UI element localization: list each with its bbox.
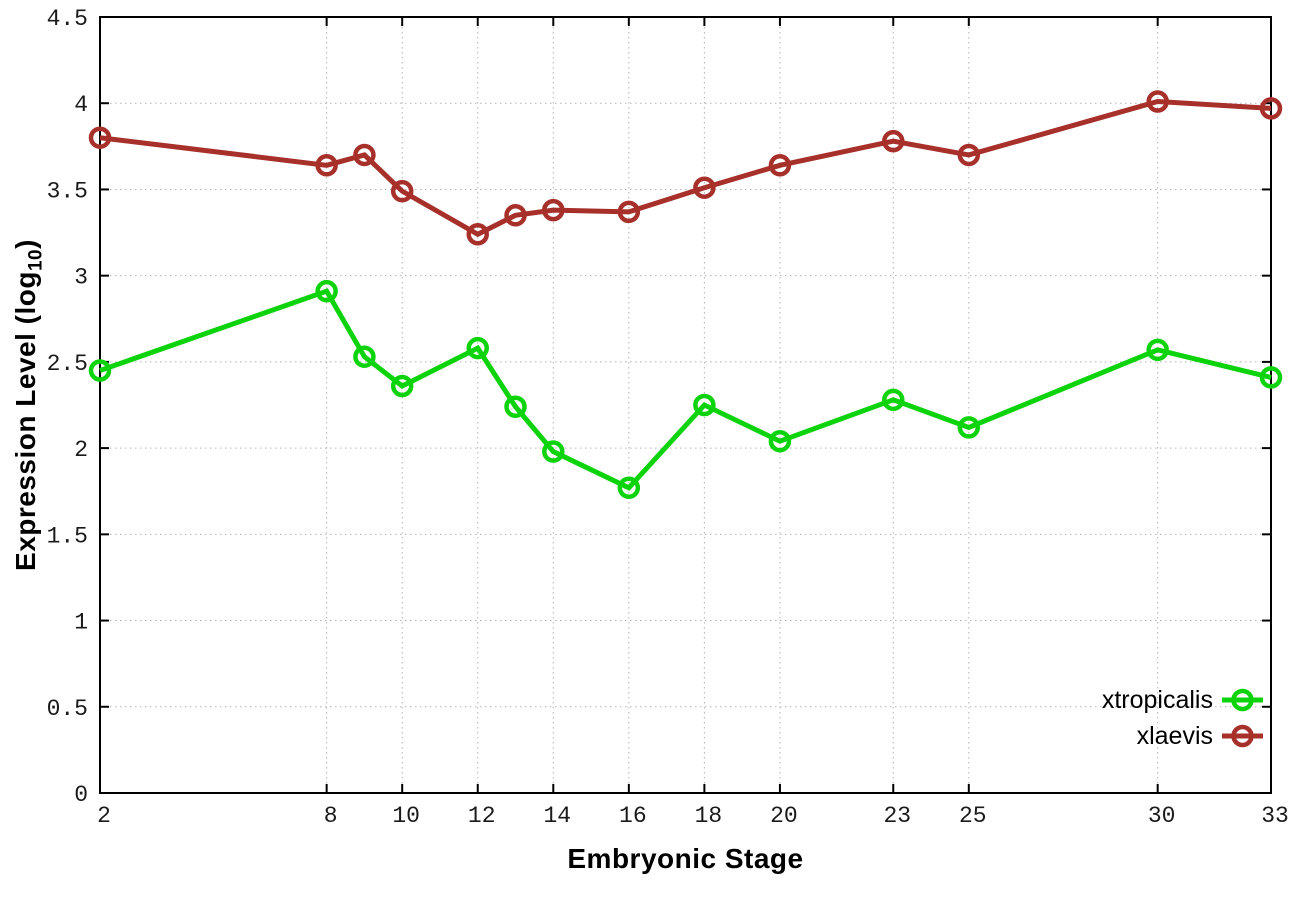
data-point-xtropicalis bbox=[693, 393, 716, 417]
data-point-xlaevis bbox=[88, 126, 112, 149]
legend-label-xlaevis: xlaevis bbox=[1137, 722, 1213, 750]
data-point-xlaevis bbox=[353, 143, 376, 167]
series-line-xlaevis bbox=[99, 98, 1272, 238]
data-point-xlaevis bbox=[957, 143, 981, 167]
legend-label-xtropicalis: xtropicalis bbox=[1102, 686, 1213, 714]
data-point-xtropicalis bbox=[1146, 338, 1169, 362]
x-tick-label: 12 bbox=[468, 803, 496, 829]
y-tick-label: 4.5 bbox=[47, 6, 88, 32]
data-point-xlaevis bbox=[390, 179, 414, 203]
series-line-xtropicalis bbox=[99, 288, 1272, 491]
x-tick-label: 14 bbox=[543, 803, 571, 829]
data-point-xtropicalis bbox=[957, 416, 981, 439]
y-tick-labels: 0 0.5 1 1.5 2 2.5 3 3.5 4 4.5 bbox=[47, 6, 88, 808]
y-tick-label: 1 bbox=[74, 610, 88, 636]
legend-sample-marker-xlaevis bbox=[1231, 724, 1254, 748]
data-point-xtropicalis bbox=[617, 476, 641, 500]
data-point-xlaevis bbox=[315, 154, 338, 177]
data-point-xtropicalis bbox=[504, 395, 527, 418]
data-point-xtropicalis bbox=[1259, 366, 1283, 389]
plot-border bbox=[99, 16, 1272, 794]
y-tick-label: 3 bbox=[74, 265, 88, 291]
y-tick-label: 3.5 bbox=[47, 178, 88, 204]
legend: xtropicalis xlaevis bbox=[1102, 686, 1263, 750]
x-tick-labels: 2 8 10 12 14 16 18 20 23 25 30 33 bbox=[97, 803, 1289, 829]
x-axis-title: Embryonic Stage bbox=[567, 843, 804, 874]
tick-marks bbox=[99, 16, 1272, 794]
y-tick-label: 2.5 bbox=[47, 351, 88, 377]
data-point-xlaevis bbox=[768, 154, 792, 177]
data-point-xlaevis bbox=[466, 223, 489, 246]
x-tick-label: 2 bbox=[97, 803, 111, 829]
x-tick-label: 16 bbox=[619, 803, 647, 829]
data-point-xtropicalis bbox=[315, 279, 338, 303]
data-point-xtropicalis bbox=[882, 388, 905, 412]
y-tick-label: 0 bbox=[74, 782, 88, 808]
data-point-xlaevis bbox=[693, 176, 716, 199]
legend-sample-marker-xtropicalis bbox=[1231, 688, 1254, 712]
y-tick-label: 1.5 bbox=[47, 523, 88, 549]
y-axis-title-close: ) bbox=[10, 239, 41, 249]
data-point-xtropicalis bbox=[88, 359, 112, 382]
data-point-xtropicalis bbox=[542, 440, 565, 463]
series-xlaevis bbox=[88, 90, 1283, 246]
data-point-xlaevis bbox=[1259, 97, 1283, 120]
data-point-xtropicalis bbox=[768, 429, 792, 453]
y-tick-label: 2 bbox=[74, 437, 88, 463]
y-axis-title-subscript: 10 bbox=[25, 248, 47, 272]
x-tick-label: 10 bbox=[392, 803, 420, 829]
x-tick-label: 25 bbox=[959, 803, 987, 829]
data-point-xlaevis bbox=[542, 198, 565, 222]
y-tick-label: 4 bbox=[74, 92, 88, 118]
x-tick-label: 8 bbox=[324, 803, 338, 829]
data-point-xtropicalis bbox=[390, 374, 414, 398]
data-point-xlaevis bbox=[882, 129, 905, 153]
y-axis-title-text: Expression Level (log bbox=[10, 271, 41, 571]
data-point-xtropicalis bbox=[353, 345, 376, 368]
data-point-xlaevis bbox=[617, 200, 641, 224]
data-point-xlaevis bbox=[504, 204, 527, 227]
y-tick-label: 0.5 bbox=[47, 696, 88, 722]
data-point-xtropicalis bbox=[466, 336, 489, 360]
y-axis-title: Expression Level (log10) bbox=[10, 239, 47, 571]
series-xtropicalis bbox=[88, 279, 1283, 500]
x-tick-label: 18 bbox=[695, 803, 723, 829]
x-tick-label: 30 bbox=[1148, 803, 1176, 829]
x-tick-label: 20 bbox=[770, 803, 798, 829]
data-point-xlaevis bbox=[1146, 90, 1169, 113]
gridlines bbox=[100, 17, 1271, 793]
x-tick-label: 23 bbox=[883, 803, 911, 829]
x-tick-label: 33 bbox=[1261, 803, 1289, 829]
